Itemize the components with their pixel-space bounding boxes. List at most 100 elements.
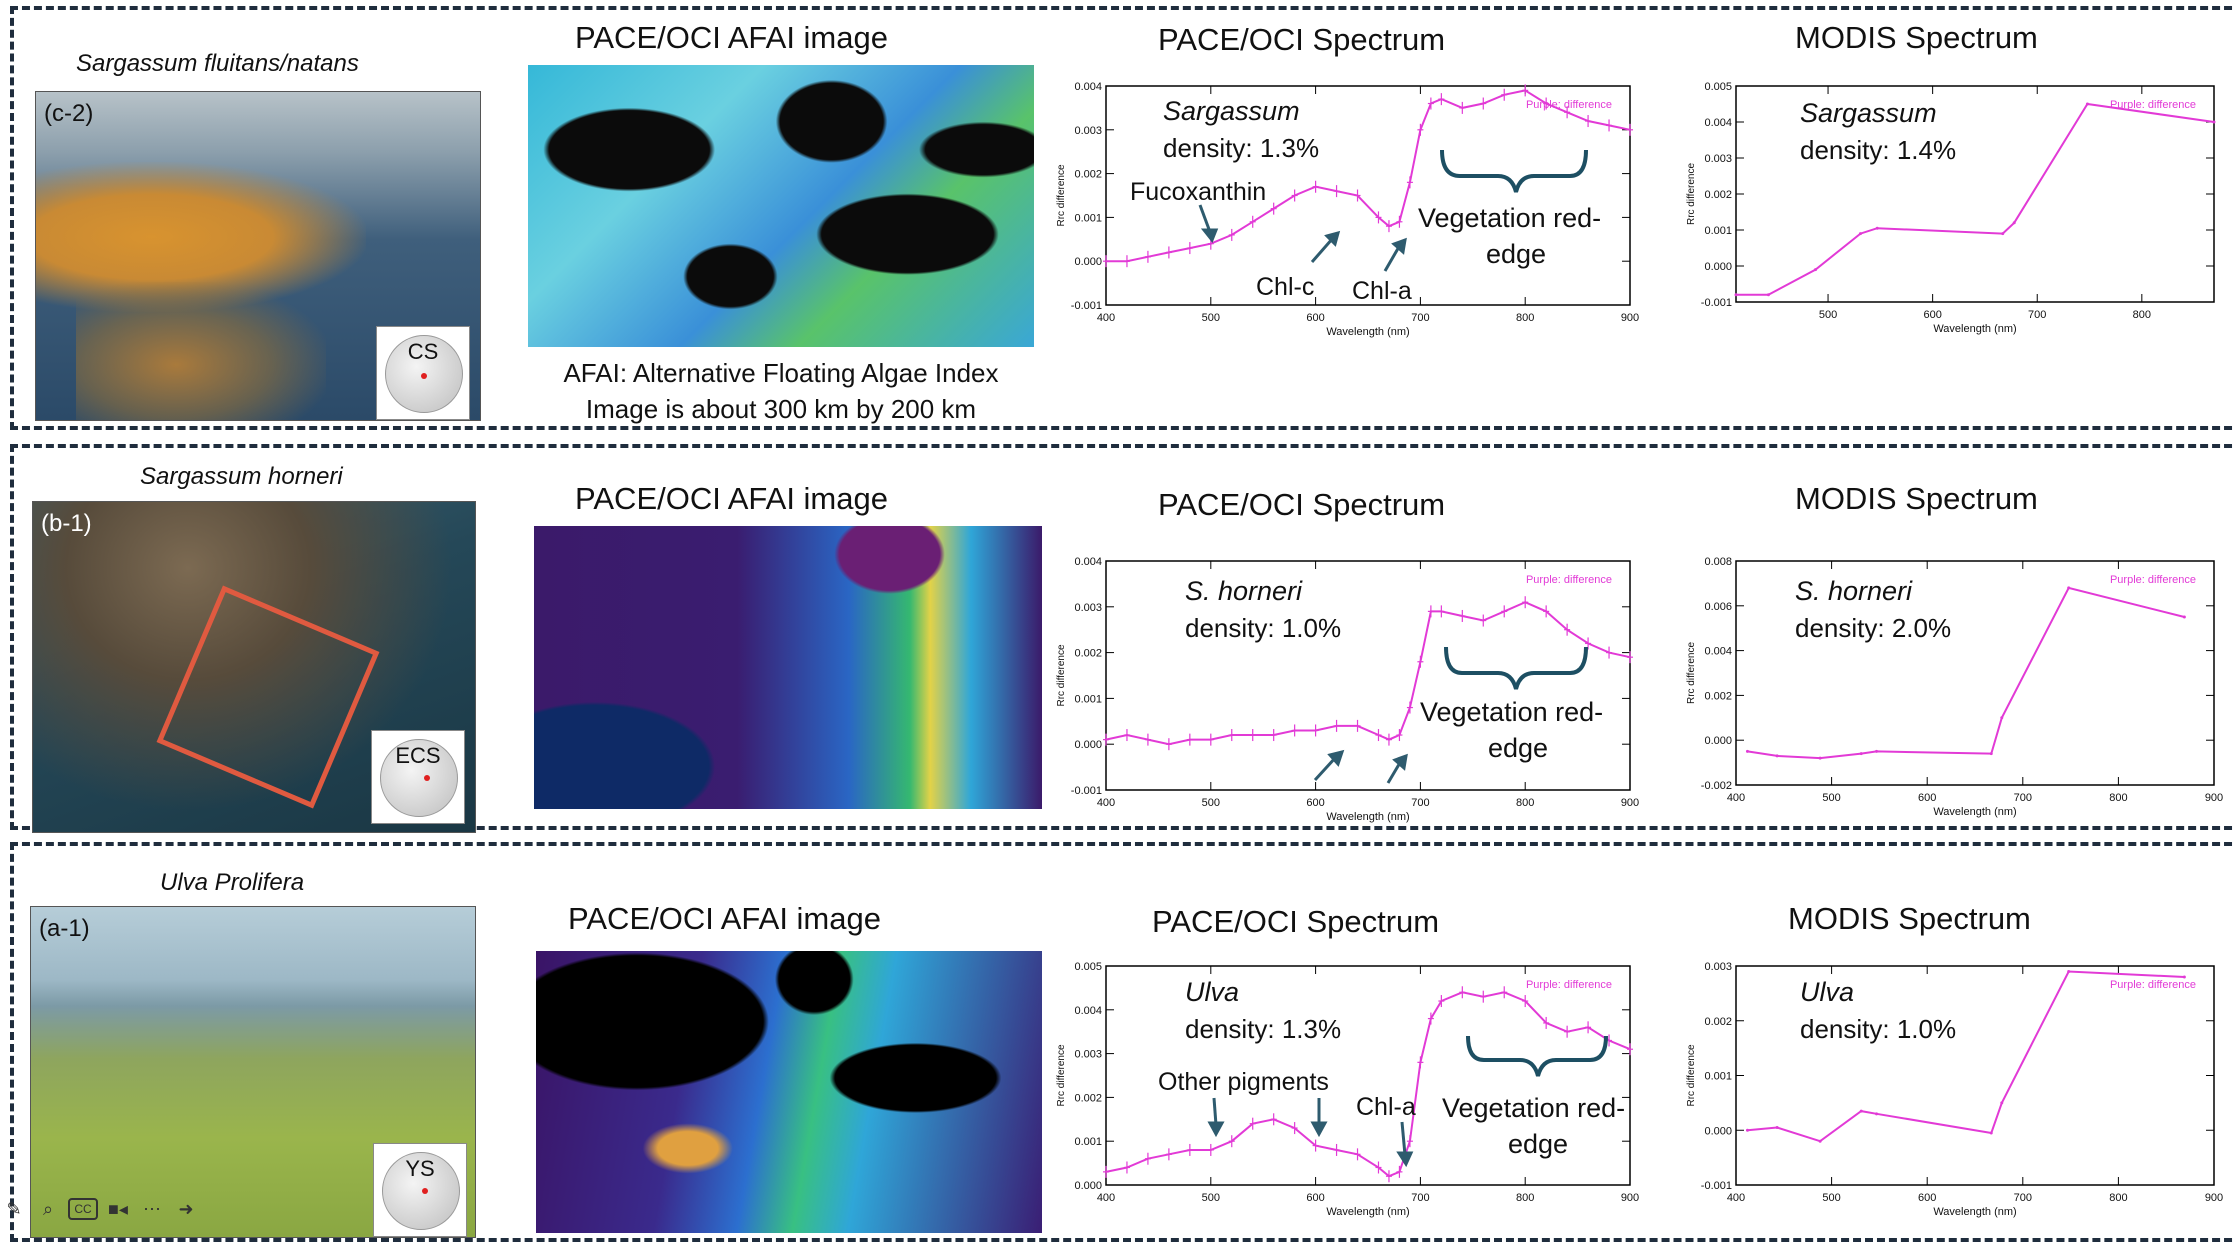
x-axis-label: Wavelength (nm) (1933, 806, 2016, 818)
x-tick-label: 600 (1918, 792, 1936, 804)
y-tick-label: 0.000 (1074, 739, 1102, 751)
x-axis-label: Wavelength (nm) (1326, 811, 1409, 823)
y-tick-label: 0.001 (1704, 1071, 1732, 1083)
legend-text: Purple: difference (2110, 979, 2196, 991)
y-axis-label: Rrc difference (1686, 1044, 1697, 1107)
y-tick-label: 0.003 (1704, 153, 1732, 165)
data-point (1813, 268, 1817, 272)
pace-spectrum-header: PACE/OCI Spectrum (1158, 22, 1446, 57)
modis-density: density: 2.0% (1795, 613, 1952, 643)
photo-label: (c-2) (44, 100, 94, 127)
modis-density: density: 1.0% (1800, 1014, 1957, 1044)
y-axis-label: Rrc difference (1686, 642, 1697, 705)
camera-icon[interactable]: ■◂ (108, 1198, 128, 1219)
arrow (1400, 1121, 1407, 1156)
region-label: YS (405, 1156, 435, 1181)
x-tick-label: 800 (2109, 1192, 2127, 1204)
photo-label: (b-1) (41, 510, 92, 537)
annotation-arrows (1198, 149, 1588, 272)
data-point (2085, 102, 2089, 106)
x-tick-label: 500 (1822, 1192, 1840, 1204)
y-tick-label: -0.002 (1701, 780, 1732, 792)
y-tick-label: 0.004 (1074, 556, 1102, 568)
annotation-chl-c: Chl-c (1256, 273, 1315, 301)
y-tick-label: 0.006 (1704, 601, 1732, 613)
data-point (1818, 1139, 1822, 1143)
species-title: Sargassum fluitans/natans (76, 50, 359, 77)
annotation-other-pigments: Other pigments (1158, 1068, 1329, 1096)
data-point (1734, 293, 1738, 297)
x-tick-label: 800 (1516, 1192, 1534, 1204)
arrow-head (1391, 237, 1407, 255)
y-tick-label: 0.004 (1704, 646, 1732, 658)
afai-image (528, 65, 1034, 347)
photo-ulva-prolifera: (a-1) YS (30, 906, 476, 1238)
y-tick-label: 0.002 (1704, 189, 1732, 201)
plot-frame (1105, 85, 1631, 306)
data-point (1989, 1131, 1993, 1135)
legend-text: Purple: difference (1526, 574, 1612, 586)
data-point (1858, 232, 1862, 236)
x-tick-label: 500 (1202, 1192, 1220, 1204)
more-icon[interactable]: ⋯ (143, 1198, 161, 1219)
x-tick-label: 400 (1727, 792, 1745, 804)
y-tick-label: 0.004 (1074, 81, 1102, 93)
x-axis-label: Wavelength (nm) (1326, 1206, 1409, 1218)
pace-density: density: 1.3% (1185, 1014, 1342, 1044)
pace-species: Ulva (1185, 977, 1240, 1007)
y-tick-label: 0.002 (1704, 1016, 1732, 1028)
x-axis-label: Wavelength (nm) (1933, 1206, 2016, 1218)
pace-spectrum-header: PACE/OCI Spectrum (1158, 487, 1446, 522)
data-point (2182, 615, 2186, 619)
x-tick-label: 400 (1097, 312, 1115, 324)
y-axis-label: Rrc difference (1056, 1044, 1067, 1107)
panel-row-sargassum-horneri (10, 444, 2234, 830)
y-tick-label: -0.001 (1701, 1180, 1732, 1192)
x-tick-label: 400 (1097, 1192, 1115, 1204)
pencil-icon[interactable]: ✎ (6, 1198, 22, 1219)
photo-label: (a-1) (39, 915, 90, 942)
data-point (1859, 752, 1863, 756)
plot-frame (1105, 965, 1631, 1186)
captions-icon[interactable]: CC (68, 1198, 98, 1220)
next-icon[interactable]: ➜ (178, 1198, 194, 1219)
x-tick-label: 800 (1516, 312, 1534, 324)
y-tick-label: 0.001 (1074, 212, 1102, 224)
x-tick-label: 600 (1306, 1192, 1324, 1204)
data-point (1775, 754, 1779, 758)
x-tick-label: 600 (1306, 312, 1324, 324)
captions-label: CC (74, 1202, 92, 1216)
modis-density: density: 1.4% (1800, 135, 1957, 165)
sampling-quadrat (156, 585, 380, 809)
data-point (1745, 1128, 1749, 1132)
afai-image (534, 526, 1042, 809)
x-tick-label: 700 (2014, 792, 2032, 804)
pace-density: density: 1.3% (1163, 133, 1320, 163)
y-tick-label: -0.001 (1701, 297, 1732, 309)
y-tick-label: 0.002 (1704, 690, 1732, 702)
globe-inset: CS (376, 326, 470, 420)
photo-sargassum-fluitans: (c-2) CS (35, 91, 481, 421)
data-point (1745, 749, 1749, 753)
y-axis-label: Rrc difference (1056, 164, 1067, 227)
annotation-chl-a: Chl-a (1352, 277, 1412, 305)
x-axis-label: Wavelength (nm) (1326, 326, 1409, 338)
legend-text: Purple: difference (2110, 574, 2196, 586)
data-point (1859, 1109, 1863, 1113)
modis-spectrum-header: MODIS Spectrum (1795, 481, 2038, 516)
pace-density: density: 1.0% (1185, 613, 1342, 643)
afai-header: PACE/OCI AFAI image (575, 20, 888, 55)
arrow-head (1392, 753, 1408, 771)
y-axis-label: Rrc difference (1056, 644, 1067, 707)
data-point (2182, 975, 2186, 979)
presentation-toolbar: ✎ ⌕ CC ■◂ ⋯ ➜ (0, 1195, 200, 1223)
x-tick-label: 700 (1411, 797, 1429, 809)
x-tick-label: 900 (1621, 312, 1639, 324)
x-tick-label: 500 (1822, 792, 1840, 804)
zoom-icon[interactable]: ⌕ (42, 1198, 54, 1219)
x-tick-label: 800 (2133, 309, 2151, 321)
x-tick-label: 700 (1411, 1192, 1429, 1204)
y-axis-label: Rrc difference (1686, 163, 1697, 226)
pace-spectrum-chart: 400 500 600 700 800 900 -0.001 0.000 0.001 0.002 0… (1056, 81, 1639, 338)
region-label: CS (407, 339, 439, 364)
